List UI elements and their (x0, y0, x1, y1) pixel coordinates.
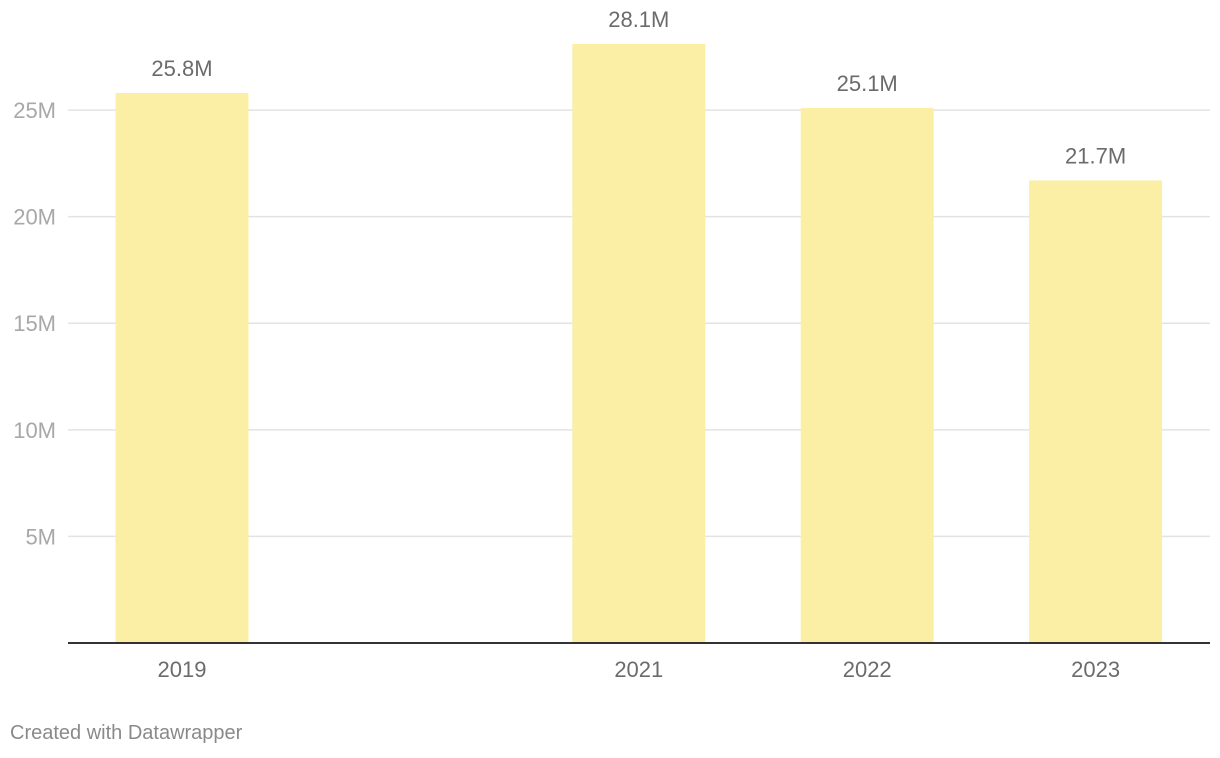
footer-credit: Created with Datawrapper (10, 722, 243, 744)
bar (572, 44, 706, 643)
bars (115, 44, 1163, 644)
bar-value-label: 21.7M (1065, 143, 1126, 168)
bar (1029, 180, 1163, 643)
bar (115, 93, 249, 644)
bar (800, 107, 934, 643)
x-tick-label: 2019 (158, 657, 207, 682)
y-tick-label: 5M (25, 524, 56, 549)
y-tick-label: 10M (13, 418, 56, 443)
x-tick-label: 2023 (1071, 657, 1120, 682)
x-axis-ticks: 2019 2021 2022 2023 (158, 657, 1121, 682)
y-tick-label: 25M (13, 98, 56, 123)
y-tick-label: 15M (13, 311, 56, 336)
bar-value-label: 25.8M (151, 56, 212, 81)
bar-chart: 5M 10M 15M 20M 25M 25.8M 28.1M 25.1M 21.7M 2019… (13, 7, 1210, 682)
y-axis-ticks: 5M 10M 15M 20M 25M (13, 98, 56, 549)
y-tick-label: 20M (13, 205, 56, 230)
bar-value-label: 28.1M (608, 7, 669, 32)
x-tick-label: 2022 (843, 657, 892, 682)
x-tick-label: 2021 (614, 657, 663, 682)
bar-value-label: 25.1M (837, 71, 898, 96)
value-labels: 25.8M 28.1M 25.1M 21.7M (151, 7, 1126, 168)
